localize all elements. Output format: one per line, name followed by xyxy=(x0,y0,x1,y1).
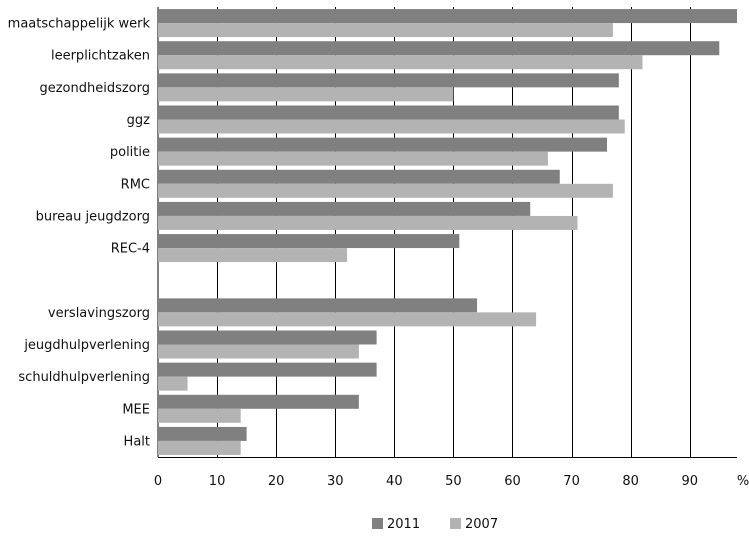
tick-label: 40 xyxy=(386,474,403,489)
category-labels: maatschappelijk werk leerplichtzaken gezon… xyxy=(8,17,151,450)
tick-label: 90 xyxy=(681,474,698,489)
category-label: REC-4 xyxy=(111,242,150,257)
tick-label: 10 xyxy=(209,474,226,489)
tick-label: 20 xyxy=(268,474,285,489)
category-label: jeugdhulpverlening xyxy=(23,338,150,353)
bar-2007 xyxy=(158,408,241,423)
tick-label: 50 xyxy=(445,474,462,489)
category-label: maatschappelijk werk xyxy=(8,17,151,32)
category-label: ggz xyxy=(127,113,151,128)
bar-2007 xyxy=(158,119,625,134)
tick-label: 80 xyxy=(622,474,639,489)
tick-label: 70 xyxy=(563,474,580,489)
bar-2007 xyxy=(158,55,643,70)
bar-2011 xyxy=(158,137,608,152)
legend-swatch-2011 xyxy=(372,518,383,529)
legend-label: 2011 xyxy=(387,517,420,532)
category-label: Halt xyxy=(124,434,150,449)
bar-2007 xyxy=(158,376,188,391)
tick-labels: 0 10 20 30 40 50 60 70 80 90 xyxy=(154,474,698,489)
bar-2011 xyxy=(158,41,720,56)
bar-2011 xyxy=(158,330,377,345)
legend-label: 2007 xyxy=(465,517,498,532)
category-label: politie xyxy=(110,145,150,160)
tick-label: 0 xyxy=(154,474,162,489)
bar-2011 xyxy=(158,105,619,120)
category-label: RMC xyxy=(121,177,150,192)
bar-2011 xyxy=(158,426,247,441)
bar-2007 xyxy=(158,151,548,166)
bar-2007 xyxy=(158,248,348,263)
bars xyxy=(158,9,737,455)
legend: 2011 2007 xyxy=(372,517,498,532)
bar-2011 xyxy=(158,394,359,409)
tick-label: 30 xyxy=(327,474,344,489)
bar-2007 xyxy=(158,183,613,198)
bar-2007 xyxy=(158,440,241,455)
category-label: gezondheidszorg xyxy=(39,81,150,96)
category-label: schuldhulpverlening xyxy=(18,370,150,385)
bar-2007 xyxy=(158,23,613,38)
category-label: bureau jeugdzorg xyxy=(36,209,150,224)
bar-2011 xyxy=(158,362,377,377)
bar-2011 xyxy=(158,169,560,184)
bar-2007 xyxy=(158,312,537,327)
unit-label: % xyxy=(737,474,749,489)
bar-2007 xyxy=(158,344,359,359)
bar-2007 xyxy=(158,87,454,102)
bar-2011 xyxy=(158,9,737,24)
tick-label: 60 xyxy=(504,474,521,489)
bar-2011 xyxy=(158,201,531,216)
bar-2011 xyxy=(158,73,619,88)
bar-2011 xyxy=(158,298,478,313)
category-label: verslavingszorg xyxy=(48,306,150,321)
category-label: MEE xyxy=(122,402,150,417)
bar-2007 xyxy=(158,215,578,230)
category-label: leerplichtzaken xyxy=(51,49,150,64)
legend-swatch-2007 xyxy=(450,518,461,529)
bar-2011 xyxy=(158,234,460,249)
